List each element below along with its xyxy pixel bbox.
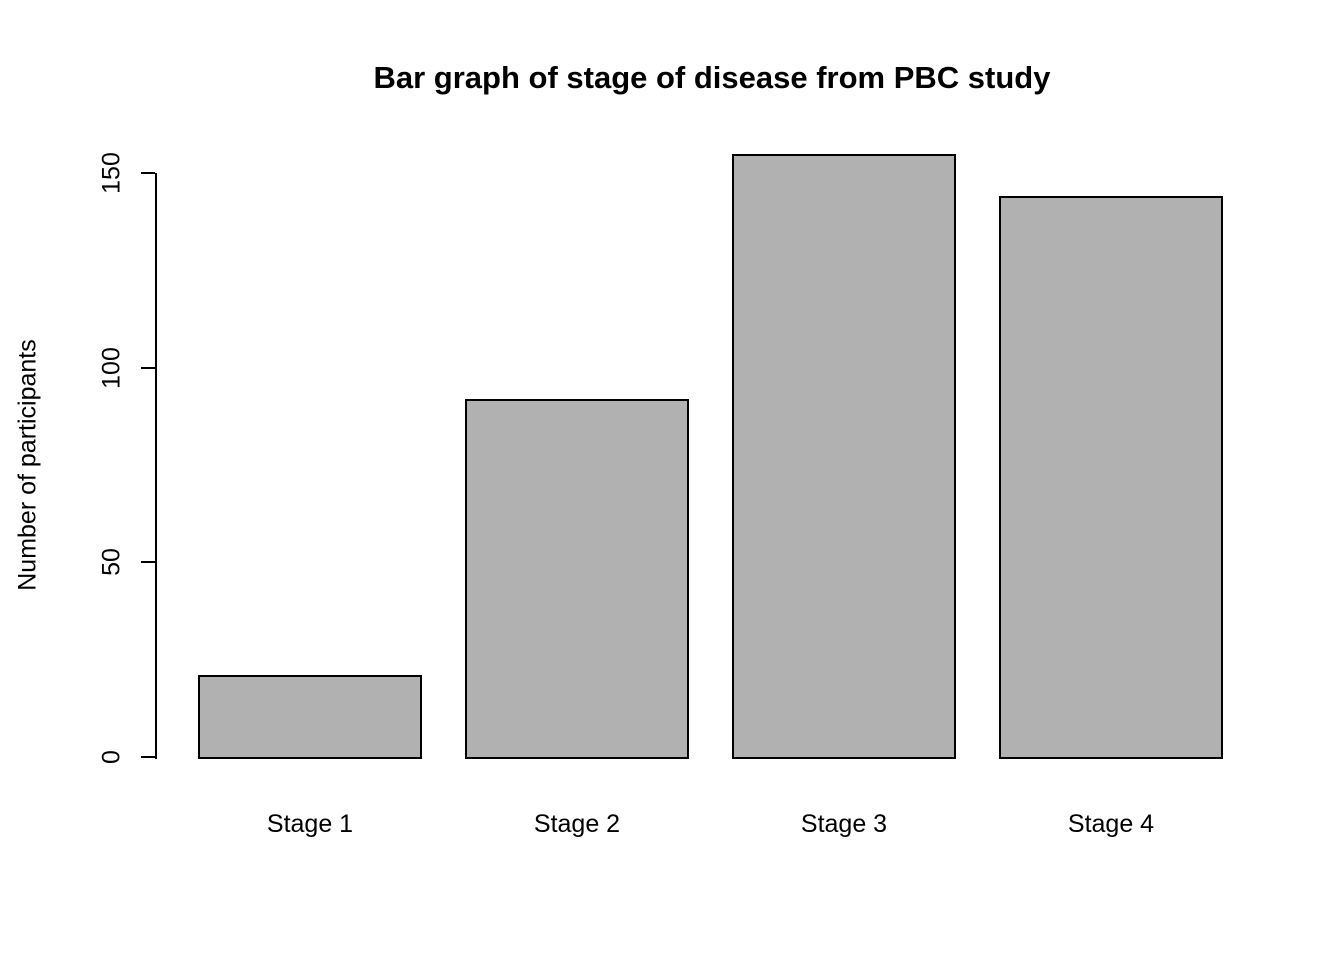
- y-tick-label-text: 150: [97, 152, 126, 194]
- x-tick-label-stage-2: Stage 2: [533, 810, 621, 838]
- y-tick-label-text: 100: [97, 346, 126, 389]
- y-tick-label-text: 50: [97, 548, 126, 577]
- y-axis-line: [155, 173, 157, 759]
- y-tick-mark: [141, 366, 155, 369]
- y-axis-title-text: Number of participants: [13, 339, 42, 591]
- y-tick-label-text: 0: [97, 750, 126, 764]
- x-tick-label-stage-1: Stage 1: [266, 810, 354, 838]
- y-tick-mark: [141, 561, 155, 564]
- bar-stage-4: [999, 196, 1223, 759]
- y-tick-mark: [141, 172, 155, 174]
- y-tick-mark: [141, 756, 155, 758]
- x-tick-label-stage-3: Stage 3: [800, 810, 888, 838]
- chart-title: Bar graph of stage of disease from PBC s…: [373, 60, 1051, 95]
- bar-stage-1: [198, 675, 422, 759]
- bar-stage-2: [465, 398, 689, 759]
- bar-stage-3: [732, 153, 956, 759]
- x-tick-label-stage-4: Stage 4: [1067, 810, 1155, 838]
